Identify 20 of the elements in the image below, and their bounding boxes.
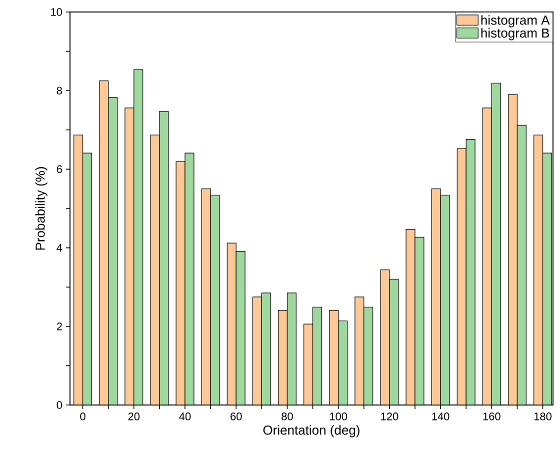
x-tick-label: 120 (381, 412, 398, 420)
y-tick-label: 10 (51, 8, 62, 16)
x-tick-label: 60 (230, 412, 242, 420)
y-tick-label: 6 (56, 165, 62, 174)
x-tick-label: 160 (483, 412, 500, 420)
x-tick-label: 80 (282, 412, 293, 420)
y-axis-title: Probability (%) (35, 167, 48, 250)
legend-label: histogram A (481, 15, 550, 28)
y-tick-label: 8 (56, 86, 62, 94)
x-tick-label: 180 (534, 412, 552, 420)
y-tick-label: 2 (56, 322, 62, 330)
legend-label: histogram B (481, 28, 550, 40)
x-tick-label: 140 (432, 412, 450, 420)
x-tick-label: 100 (330, 412, 348, 420)
y-tick-label: 0 (56, 401, 62, 409)
x-tick-label: 20 (128, 412, 140, 420)
x-axis-title: Orientation (deg) (263, 425, 360, 438)
x-tick-label: 0 (80, 412, 86, 420)
x-tick-label: 40 (179, 412, 191, 420)
y-tick-label: 4 (56, 244, 62, 252)
